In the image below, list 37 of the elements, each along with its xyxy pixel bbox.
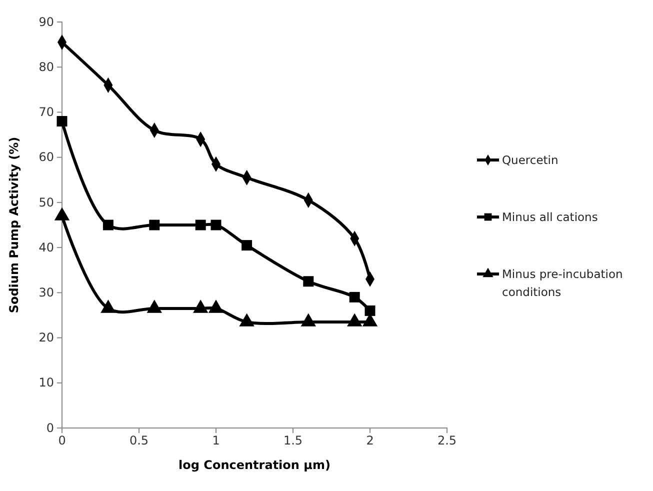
point xyxy=(195,220,206,230)
point xyxy=(300,313,316,326)
x-tick-label: 0.5 xyxy=(129,434,149,448)
point xyxy=(56,116,68,126)
legend-label: Quercetin xyxy=(502,153,558,167)
point xyxy=(364,305,376,316)
point xyxy=(100,300,116,313)
legend-label: Minus pre-incubation conditions xyxy=(502,267,623,299)
y-axis-title: Sodium Pump Activity (%) xyxy=(7,136,21,314)
point xyxy=(239,313,254,326)
y-tick-label: 90 xyxy=(38,14,54,29)
y-tick-label: 40 xyxy=(38,240,54,254)
y-tick-label: 20 xyxy=(38,330,54,345)
y-tick-label: 50 xyxy=(38,195,54,210)
x-tick-label: 0 xyxy=(58,434,66,448)
y-tick-label: 70 xyxy=(38,105,54,120)
point xyxy=(242,240,252,251)
y-tick-label: 10 xyxy=(38,376,54,390)
x-tick-label: 2 xyxy=(366,434,374,448)
point xyxy=(347,313,362,326)
x-axis-title: log Concentration µm) xyxy=(178,458,330,472)
y-tick-label: 30 xyxy=(38,286,54,300)
point xyxy=(349,292,360,302)
x-tick-label: 2.5 xyxy=(437,434,457,448)
y-tick-label: 80 xyxy=(38,60,54,74)
point xyxy=(210,220,222,230)
y-tick-label: 60 xyxy=(38,150,54,164)
y-tick-label: 0 xyxy=(46,420,54,435)
point xyxy=(208,300,224,313)
legend-label: Minus all cations xyxy=(502,210,598,224)
x-tick-label: 1 xyxy=(212,434,220,448)
point xyxy=(146,300,162,313)
point xyxy=(193,300,208,313)
point xyxy=(303,276,314,287)
point xyxy=(149,220,160,230)
point xyxy=(102,220,114,230)
x-tick-label: 1.5 xyxy=(283,434,303,448)
